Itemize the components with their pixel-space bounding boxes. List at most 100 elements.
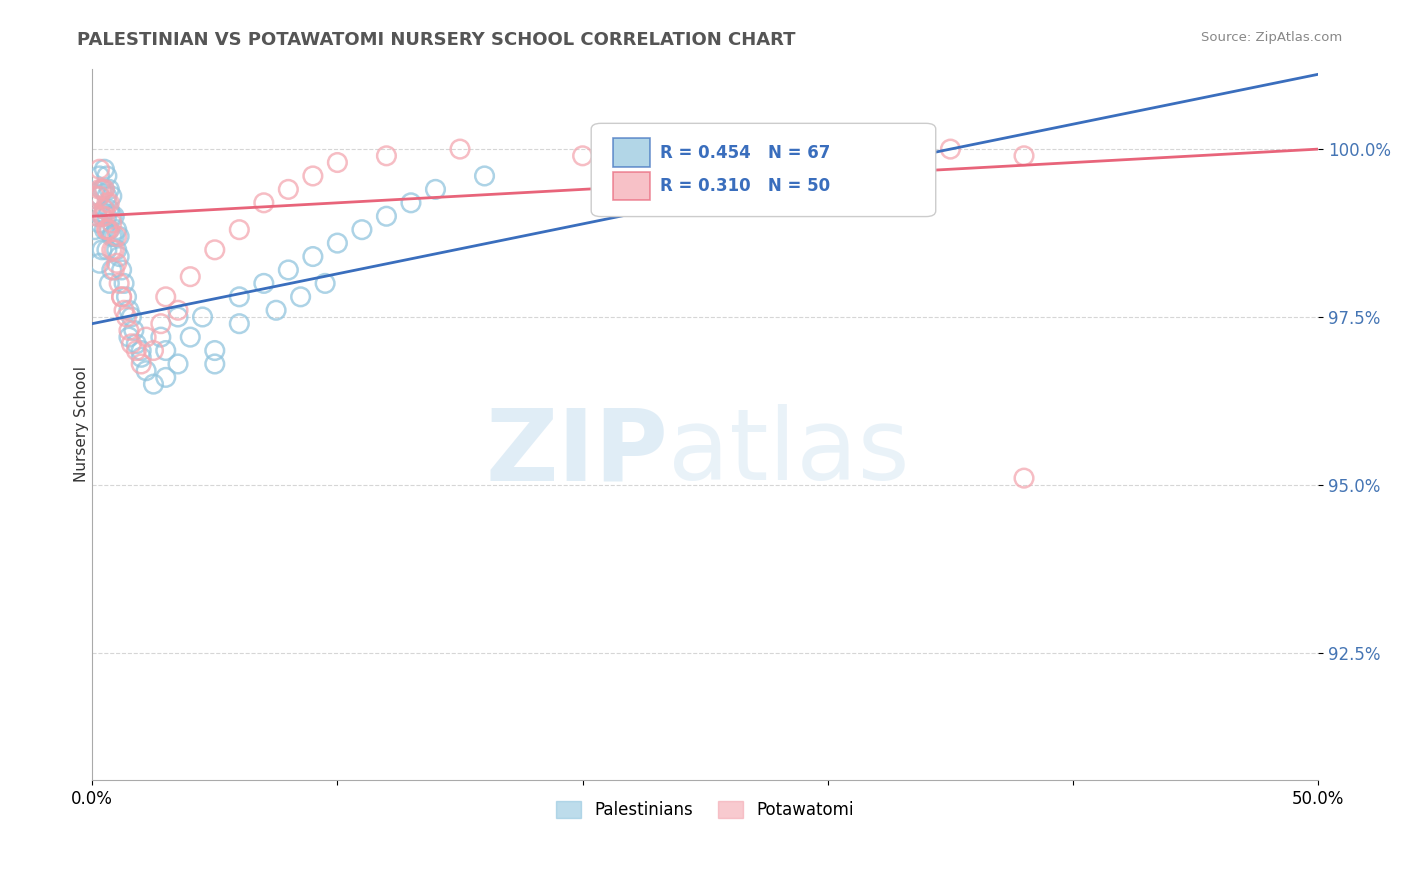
Point [108, 229, 131, 244]
Point [129, 343, 152, 358]
Point [118, 303, 141, 318]
Point [86, 209, 108, 223]
Bar [613, 138, 650, 167]
Point [695, 155, 717, 169]
Point [167, 303, 190, 318]
Point [98, 182, 121, 196]
Point [91, 243, 114, 257]
Point [129, 357, 152, 371]
Point [83, 189, 105, 203]
Point [110, 290, 132, 304]
Point [122, 323, 145, 337]
Point [110, 263, 132, 277]
Point [98, 222, 121, 236]
Point [103, 229, 125, 244]
Point [204, 343, 226, 358]
Point [91, 182, 114, 196]
Point [571, 149, 593, 163]
Point [204, 243, 226, 257]
FancyBboxPatch shape [591, 123, 936, 217]
Point [105, 256, 128, 270]
Text: PALESTINIAN VS POTAWATOMI NURSERY SCHOOL CORRELATION CHART: PALESTINIAN VS POTAWATOMI NURSERY SCHOOL… [77, 31, 796, 49]
Legend: Palestinians, Potawatomi: Palestinians, Potawatomi [550, 794, 860, 825]
Point [96, 222, 118, 236]
Text: R = 0.454   N = 67: R = 0.454 N = 67 [659, 144, 830, 161]
Point [125, 343, 148, 358]
Point [326, 236, 349, 251]
Point [93, 202, 115, 217]
Point [179, 269, 201, 284]
Point [155, 370, 177, 384]
Point [866, 142, 889, 156]
Point [179, 330, 201, 344]
Point [302, 250, 325, 264]
Point [204, 357, 226, 371]
Point [93, 162, 115, 177]
Point [399, 195, 422, 210]
Point [149, 317, 172, 331]
Point [125, 336, 148, 351]
Point [96, 195, 118, 210]
Point [375, 209, 398, 223]
Point [93, 222, 115, 236]
Point [115, 310, 138, 324]
Point [103, 243, 125, 257]
Point [228, 290, 250, 304]
Point [112, 303, 135, 318]
Point [89, 182, 111, 196]
Text: R = 0.310   N = 50: R = 0.310 N = 50 [659, 177, 830, 195]
Point [135, 330, 157, 344]
Point [1012, 471, 1035, 485]
Point [101, 189, 124, 203]
Point [129, 351, 152, 365]
Point [91, 182, 114, 196]
Point [228, 222, 250, 236]
Point [253, 195, 276, 210]
Point [449, 142, 471, 156]
Point [93, 202, 115, 217]
Point [98, 277, 121, 291]
Point [96, 189, 118, 203]
Point [86, 189, 108, 203]
Point [96, 209, 118, 223]
Point [326, 155, 349, 169]
Point [228, 317, 250, 331]
Point [149, 330, 172, 344]
Point [155, 290, 177, 304]
Point [110, 290, 132, 304]
Point [96, 169, 118, 183]
Point [101, 263, 124, 277]
Point [101, 229, 124, 244]
Point [105, 222, 128, 236]
Point [101, 216, 124, 230]
Point [314, 277, 336, 291]
Point [112, 277, 135, 291]
Point [91, 209, 114, 223]
Point [93, 182, 115, 196]
Point [89, 189, 111, 203]
Point [474, 169, 496, 183]
Point [93, 182, 115, 196]
Point [101, 243, 124, 257]
Point [96, 243, 118, 257]
Point [98, 195, 121, 210]
Point [105, 243, 128, 257]
Point [1012, 149, 1035, 163]
Point [103, 263, 125, 277]
Point [103, 209, 125, 223]
Text: Source: ZipAtlas.com: Source: ZipAtlas.com [1202, 31, 1343, 45]
Point [290, 290, 312, 304]
Point [167, 357, 190, 371]
Point [277, 263, 299, 277]
Point [98, 222, 121, 236]
Point [191, 310, 214, 324]
Point [375, 149, 398, 163]
Point [89, 216, 111, 230]
Point [98, 202, 121, 217]
Point [768, 149, 790, 163]
Point [350, 222, 373, 236]
Point [105, 229, 128, 244]
Point [86, 209, 108, 223]
Point [120, 310, 142, 324]
Y-axis label: Nursery School: Nursery School [73, 367, 89, 483]
